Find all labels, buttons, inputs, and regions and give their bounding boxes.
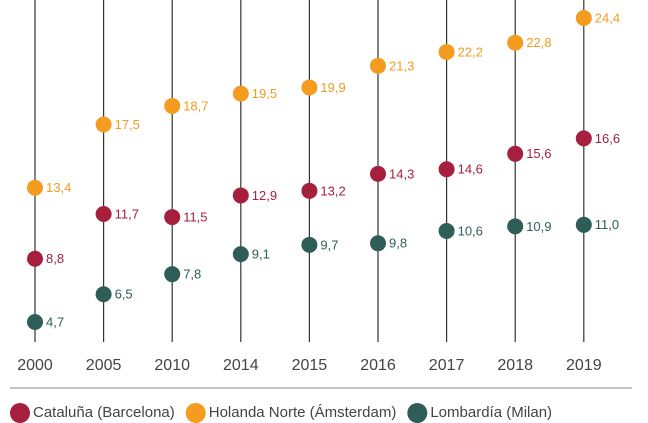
- dot: [164, 97, 181, 114]
- legend-label: Lombardía (Milan): [430, 404, 552, 421]
- dot: [27, 314, 43, 330]
- value-label: 24,4: [595, 10, 620, 25]
- x-tick-label: 2015: [292, 357, 328, 374]
- value-label: 22,8: [526, 35, 551, 50]
- value-label: 14,3: [389, 166, 414, 181]
- dot: [232, 85, 249, 102]
- dot: [507, 218, 524, 235]
- x-tick-label: 2000: [17, 357, 53, 374]
- value-label: 8,8: [46, 251, 64, 266]
- value-label: 18,7: [183, 98, 208, 113]
- x-tick-label: 2005: [86, 357, 122, 374]
- dot: [164, 209, 181, 226]
- value-label: 9,1: [252, 247, 270, 262]
- dot: [95, 205, 112, 222]
- dot: [507, 145, 524, 162]
- x-tick-label: 2017: [429, 357, 465, 374]
- value-label: 6,5: [115, 287, 133, 302]
- value-label: 17,5: [115, 117, 140, 132]
- legend-label: Cataluña (Barcelona): [33, 404, 175, 421]
- value-label: 11,7: [115, 206, 139, 221]
- value-label: 9,8: [389, 236, 407, 251]
- dot: [370, 235, 386, 252]
- dot: [301, 79, 318, 96]
- dot: [27, 179, 43, 196]
- x-tick-label: 2016: [360, 357, 396, 374]
- dot: [301, 182, 318, 199]
- x-tick-label: 2018: [497, 357, 533, 374]
- value-label: 12,9: [252, 188, 277, 203]
- dot: [575, 216, 592, 233]
- value-label: 13,2: [320, 183, 345, 198]
- dot: [438, 222, 455, 239]
- x-tick-label: 2010: [154, 357, 190, 374]
- legend-marker: [185, 403, 206, 423]
- value-label: 4,7: [46, 314, 64, 329]
- value-label: 15,6: [526, 146, 551, 161]
- value-label: 11,5: [183, 210, 207, 225]
- value-label: 16,6: [595, 131, 620, 146]
- dot: [370, 57, 386, 74]
- dot: [232, 187, 249, 204]
- x-tick-label: 2019: [566, 357, 602, 374]
- dot: [95, 116, 112, 133]
- dot: [27, 250, 43, 267]
- dot: [95, 286, 112, 303]
- value-label: 14,6: [458, 162, 483, 177]
- dot: [507, 34, 524, 51]
- dot: [301, 236, 318, 253]
- value-label: 10,9: [526, 219, 551, 234]
- dot: [438, 161, 455, 178]
- dot: [438, 43, 455, 60]
- dot: [232, 246, 249, 263]
- value-label: 22,2: [458, 44, 483, 59]
- x-tick-label: 2014: [223, 357, 259, 374]
- value-label: 21,3: [389, 58, 414, 73]
- value-label: 9,7: [320, 237, 338, 252]
- value-label: 13,4: [46, 180, 71, 195]
- dot: [164, 266, 181, 283]
- legend-marker: [10, 403, 30, 423]
- dot: [575, 130, 592, 147]
- value-label: 10,6: [458, 223, 483, 238]
- dot: [370, 165, 386, 182]
- value-label: 11,0: [595, 217, 619, 232]
- dot: [575, 10, 592, 26]
- value-label: 19,9: [320, 80, 345, 95]
- value-label: 7,8: [183, 267, 201, 282]
- legend-label: Holanda Norte (Ámsterdam): [209, 404, 397, 421]
- legend-marker: [407, 403, 428, 423]
- value-label: 19,5: [252, 86, 277, 101]
